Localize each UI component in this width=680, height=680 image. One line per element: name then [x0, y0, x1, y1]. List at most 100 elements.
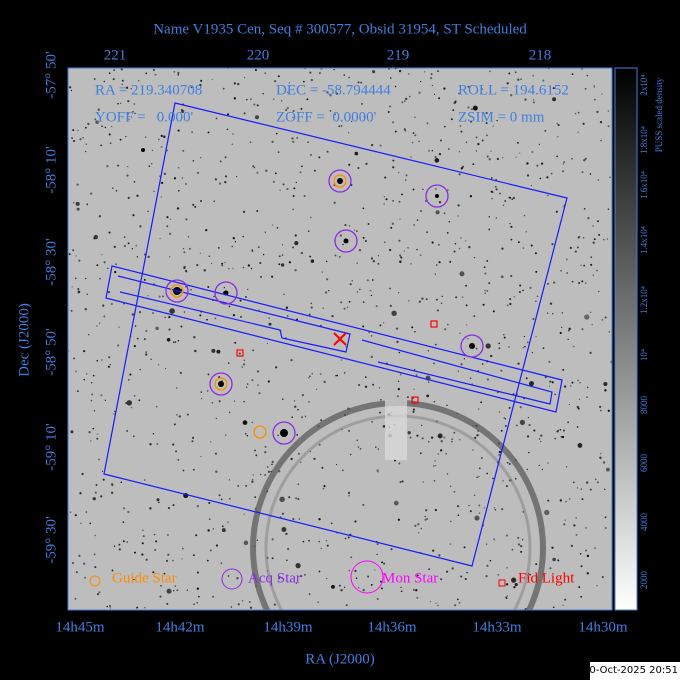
star — [241, 366, 244, 368]
star — [473, 315, 476, 318]
star — [186, 413, 189, 416]
star — [412, 132, 415, 134]
star — [422, 481, 424, 483]
star — [508, 406, 511, 409]
star — [98, 591, 101, 594]
star — [208, 255, 211, 258]
star — [127, 510, 130, 514]
star — [166, 533, 169, 536]
star — [453, 431, 456, 434]
star — [557, 429, 560, 432]
star — [130, 88, 132, 90]
star — [434, 460, 436, 462]
star — [309, 153, 313, 157]
star — [548, 360, 551, 364]
star — [294, 241, 299, 246]
star — [464, 577, 467, 581]
star — [392, 121, 395, 124]
star — [74, 597, 77, 600]
star — [160, 196, 162, 198]
star — [95, 120, 99, 124]
star — [256, 104, 259, 107]
star — [566, 272, 568, 274]
star — [134, 551, 136, 554]
bottom-tick-label: 14h30m — [578, 619, 628, 635]
star — [218, 494, 221, 497]
star — [429, 600, 432, 603]
star — [257, 246, 260, 249]
star — [590, 256, 593, 259]
star — [244, 432, 247, 435]
star — [370, 355, 374, 359]
star — [453, 101, 457, 105]
star — [342, 469, 344, 472]
star — [469, 377, 472, 380]
star — [346, 306, 349, 308]
star — [98, 322, 101, 324]
star — [468, 504, 470, 507]
star — [302, 80, 305, 83]
star — [526, 162, 529, 165]
star — [224, 180, 227, 184]
star — [414, 331, 416, 333]
bright-star — [337, 178, 343, 184]
bright-star — [343, 238, 349, 244]
colorbar-tick-label: 8000 — [639, 396, 649, 415]
star — [243, 540, 249, 546]
star — [578, 586, 581, 589]
star — [505, 485, 508, 488]
star — [603, 382, 608, 387]
star — [151, 163, 153, 165]
star — [160, 181, 164, 185]
star — [224, 261, 226, 264]
star — [180, 325, 183, 328]
star — [399, 373, 402, 376]
star — [428, 149, 430, 152]
star — [308, 313, 311, 316]
star — [598, 290, 600, 293]
star — [367, 223, 370, 225]
star — [226, 113, 230, 116]
star — [297, 483, 300, 486]
star — [129, 373, 132, 376]
star — [143, 338, 146, 341]
star — [318, 570, 321, 573]
star — [292, 518, 295, 521]
star — [207, 131, 210, 134]
star — [582, 236, 585, 239]
star — [414, 524, 417, 528]
star — [559, 499, 563, 502]
star — [391, 222, 395, 225]
star — [357, 586, 360, 589]
star — [70, 309, 73, 312]
star — [503, 417, 505, 419]
star — [130, 406, 133, 409]
star — [252, 349, 255, 352]
star — [126, 429, 129, 432]
star — [74, 277, 77, 280]
star — [333, 201, 336, 204]
star — [85, 277, 87, 280]
star — [525, 231, 527, 233]
star — [417, 532, 420, 534]
star — [115, 263, 117, 266]
star — [536, 295, 539, 298]
star — [362, 236, 365, 239]
star — [561, 435, 565, 439]
star — [156, 498, 160, 502]
star — [467, 85, 470, 88]
star — [443, 212, 446, 215]
star — [255, 454, 258, 457]
star — [290, 457, 293, 461]
star — [177, 74, 180, 76]
star — [107, 118, 109, 121]
star — [245, 296, 247, 298]
star — [593, 238, 596, 241]
star — [568, 327, 571, 331]
star — [440, 440, 443, 443]
colorbar-tick-label: 1.8x10⁴ — [639, 126, 649, 154]
star — [323, 380, 326, 384]
star — [440, 578, 443, 581]
star — [309, 375, 311, 378]
